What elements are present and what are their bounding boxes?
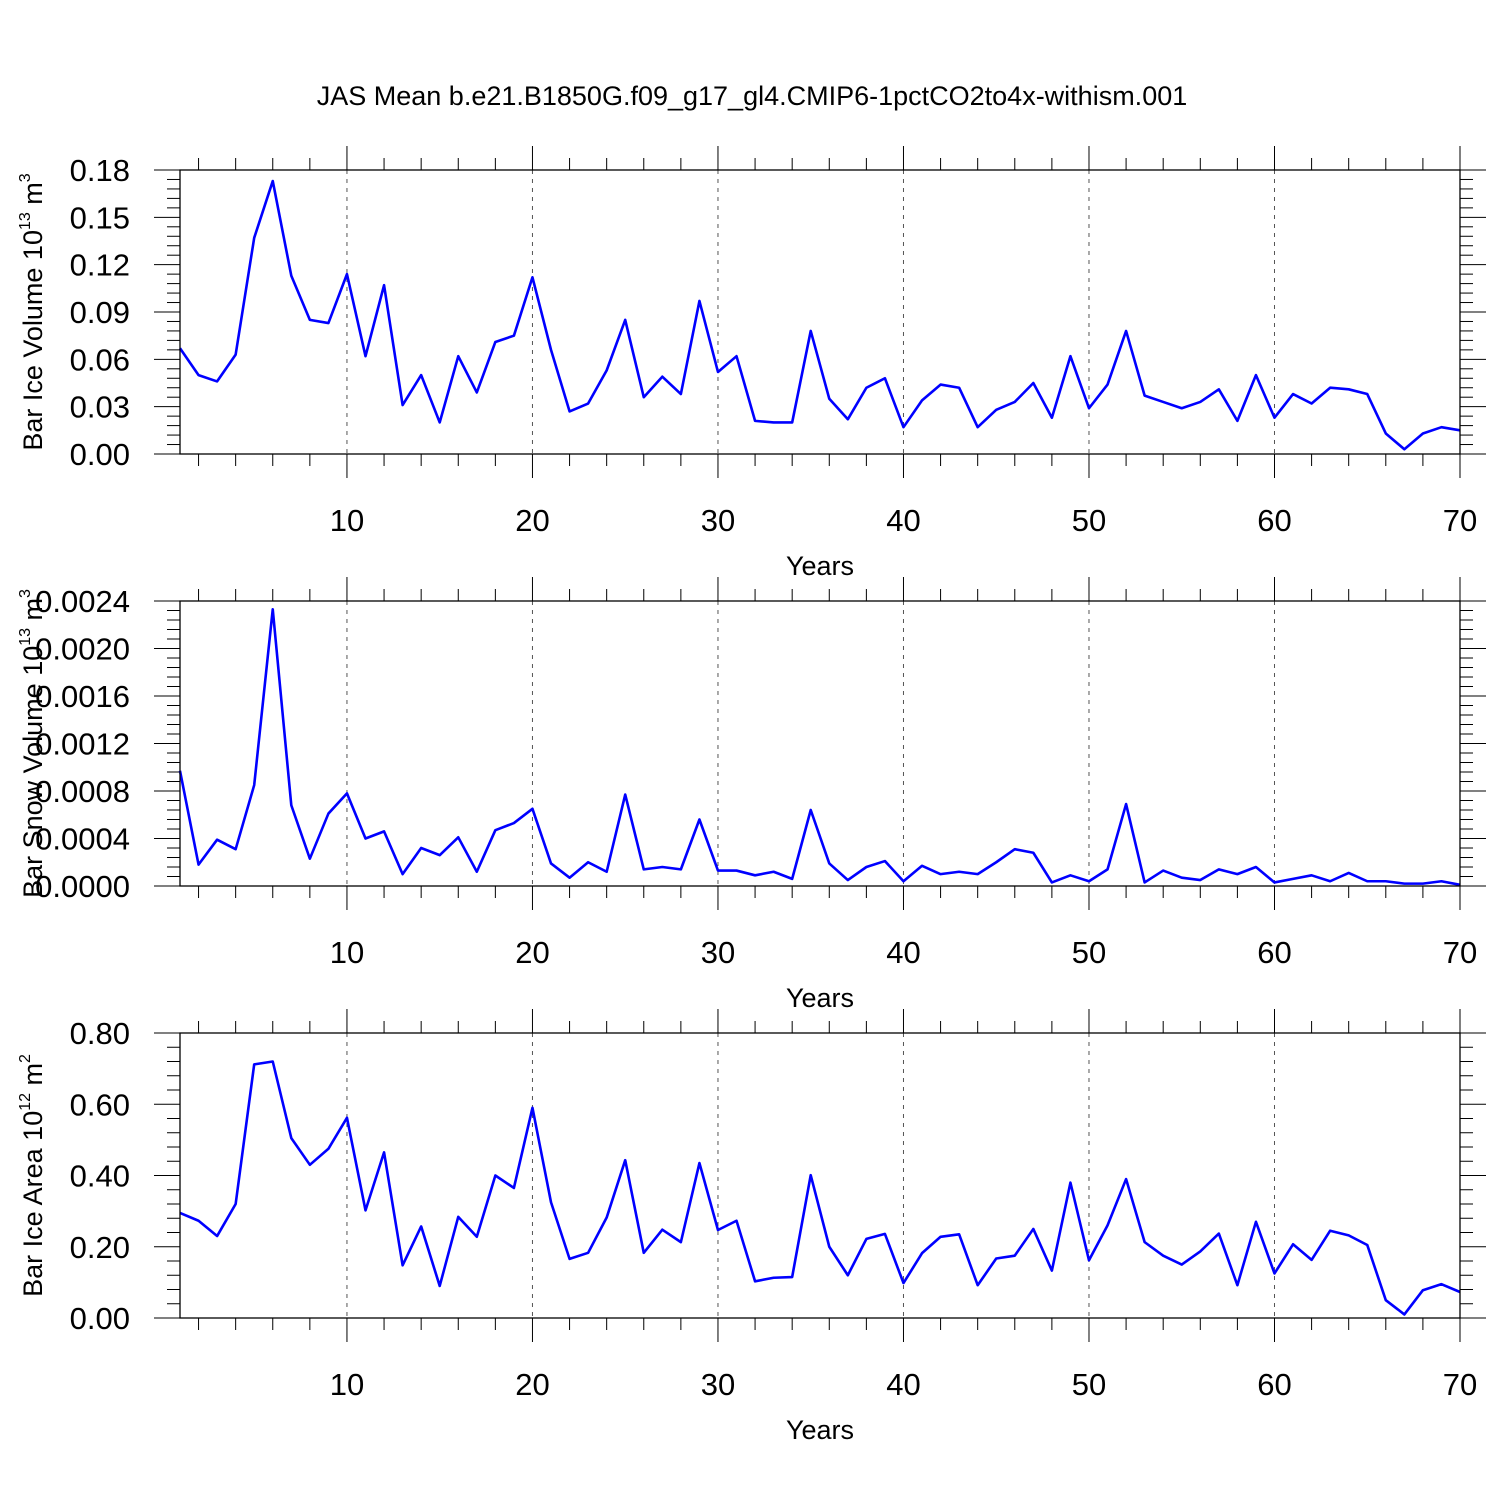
y-tick-label: 0.0004 xyxy=(35,822,130,857)
y-tick-label: 0.00 xyxy=(70,437,130,472)
x-tick-label: 30 xyxy=(701,1367,735,1402)
x-tick-label: 60 xyxy=(1257,1367,1291,1402)
series-line xyxy=(178,608,1461,887)
plot-frame xyxy=(179,1032,1461,1319)
series-line xyxy=(179,1060,1461,1316)
y-tick-label: 0.15 xyxy=(70,200,130,235)
y-axis-label-exponent: 13 xyxy=(17,628,34,646)
y-tick-label: 0.18 xyxy=(70,153,130,188)
y-tick-label: 0.0020 xyxy=(35,632,130,667)
y-tick-label: 0.40 xyxy=(70,1159,130,1194)
x-tick-label: 40 xyxy=(886,935,920,970)
series-line xyxy=(178,179,1461,451)
y-axis-label-unit-exponent: 3 xyxy=(17,589,34,598)
y-tick-label: 0.06 xyxy=(70,342,130,377)
x-axis-label: Years xyxy=(786,1415,854,1445)
x-tick-label: 40 xyxy=(886,1367,920,1402)
x-tick-label: 10 xyxy=(330,503,364,538)
x-axis-label: Years xyxy=(786,551,854,581)
y-axis-label: Bar Ice Volume 1013 m3 xyxy=(17,173,48,450)
x-tick-label: 20 xyxy=(515,503,549,538)
x-tick-label: 20 xyxy=(515,935,549,970)
y-axis-label-unit-exponent: 3 xyxy=(17,173,34,182)
y-tick-label: 0.0012 xyxy=(35,727,130,762)
panel-1: 0.00 0.03 0.06 0.09 0.12 0.15 0.18 10 20 30 40 50 60… xyxy=(17,146,1486,581)
y-tick-label: 0.0024 xyxy=(35,584,130,619)
x-tick-label: 60 xyxy=(1257,503,1291,538)
chart-title: JAS Mean b.e21.B1850G.f09_g17_gl4.CMIP6-… xyxy=(317,81,1188,111)
x-tick-label: 70 xyxy=(1443,935,1477,970)
panels: 0.00 0.03 0.06 0.09 0.12 0.15 0.18 10 20 30 40 50 60… xyxy=(17,146,1486,1445)
x-tick-label: 40 xyxy=(886,503,920,538)
x-tick-label: 70 xyxy=(1443,1367,1477,1402)
panel-2: 0.0000 0.0004 0.0008 0.0012 0.0016 0.0020 0.00… xyxy=(17,577,1486,1013)
y-axis-label-main: Bar Ice Area 10 xyxy=(18,1111,48,1297)
y-axis-label-main: Bar Ice Volume 10 xyxy=(18,230,48,451)
y-tick-label: 0.00 xyxy=(70,1301,130,1336)
y-tick-label: 0.80 xyxy=(70,1016,130,1051)
x-tick-label: 50 xyxy=(1072,503,1106,538)
y-axis-label-unit: m xyxy=(18,598,48,628)
panel-3: 0.00 0.20 0.40 0.60 0.80 10 20 30 40 50 60 70 Years B… xyxy=(17,1009,1486,1445)
y-tick-label: 0.0016 xyxy=(35,679,130,714)
y-tick-label: 0.20 xyxy=(70,1230,130,1265)
y-tick-label: 0.12 xyxy=(70,248,130,283)
y-axis-label-main: Bar Snow Volume 10 xyxy=(18,646,48,898)
y-tick-label: 0.09 xyxy=(70,295,130,330)
x-tick-label: 50 xyxy=(1072,935,1106,970)
y-axis-label-exponent: 12 xyxy=(17,1093,34,1111)
x-tick-label: 20 xyxy=(515,1367,549,1402)
x-tick-label: 10 xyxy=(330,1367,364,1402)
x-axis-label: Years xyxy=(786,983,854,1013)
y-axis-label: Bar Snow Volume 1013 m3 xyxy=(17,589,48,898)
y-axis-label: Bar Ice Area 1012 m2 xyxy=(17,1054,48,1297)
y-tick-label: 0.0000 xyxy=(35,869,130,904)
x-tick-label: 50 xyxy=(1072,1367,1106,1402)
x-tick-label: 30 xyxy=(701,935,735,970)
plot-frame xyxy=(179,600,1461,887)
plot-frame xyxy=(179,169,1461,455)
y-axis-label-unit-exponent: 2 xyxy=(17,1054,34,1063)
x-tick-label: 10 xyxy=(330,935,364,970)
y-tick-label: 0.03 xyxy=(70,390,130,425)
y-axis-label-exponent: 13 xyxy=(17,212,34,230)
y-axis-label-unit: m xyxy=(18,1063,48,1093)
y-axis-label-unit: m xyxy=(18,182,48,212)
x-tick-label: 60 xyxy=(1257,935,1291,970)
y-tick-label: 0.0008 xyxy=(35,774,130,809)
y-tick-label: 0.60 xyxy=(70,1087,130,1122)
x-tick-label: 30 xyxy=(701,503,735,538)
x-tick-label: 70 xyxy=(1443,503,1477,538)
